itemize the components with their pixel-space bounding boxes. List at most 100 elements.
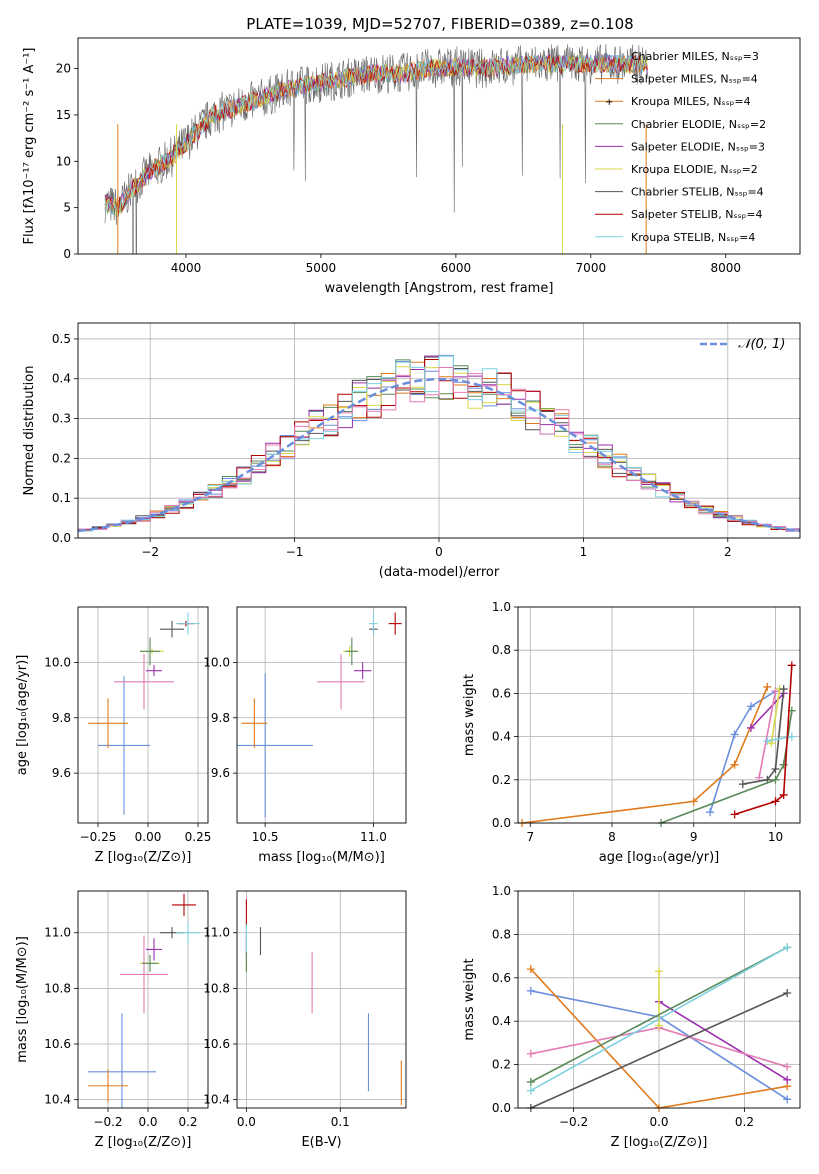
- age-vs-mass-panel: 10.5 11.0 9.6 9.8 10.0 mass [log₁₀(M/M⊙)]: [203, 606, 407, 865]
- legend-label: Chabrier MILES, Nₛₛₚ=3: [631, 50, 759, 63]
- axes-frame: [517, 606, 801, 824]
- mass-weight-series-line: [530, 968, 788, 1108]
- y-tick-label: 10.8: [203, 981, 230, 995]
- y-tick-label: 0.4: [52, 372, 71, 386]
- mass-weight-point: [755, 773, 764, 782]
- y-tick-label: 0.8: [492, 927, 511, 941]
- legend-label: Chabrier ELODIE, Nₛₛₚ=2: [631, 118, 766, 131]
- mass-weight-series-line: [758, 691, 777, 778]
- y-tick-label: 0.0: [492, 816, 511, 830]
- y-tick-label: 0.6: [492, 686, 511, 700]
- y-tick-label: 11.0: [44, 926, 71, 940]
- x-tick-label: 1: [580, 545, 588, 559]
- mass-weight-point: [771, 797, 780, 806]
- legend-label: Kroupa STELIB, Nₛₛₚ=4: [631, 231, 755, 244]
- mass-weight-point: [706, 808, 715, 817]
- y-tick-label: 9.8: [52, 711, 71, 725]
- mass-weight-point: [783, 1062, 792, 1071]
- age-vs-metallicity-panel: −0.25 0.00 0.25 9.6 9.8 10.0 Z [log₁₀(Z/Z⊙)] ag…: [15, 606, 211, 865]
- y-axis-label: mass [log₁₀(M/M⊙)]: [15, 936, 30, 1063]
- axes-frame: [77, 37, 801, 255]
- y-tick-label: 0.3: [52, 412, 71, 426]
- mass-weight-point: [783, 1095, 792, 1104]
- x-axis-label: Z [log₁₀(Z/Z⊙)]: [95, 1135, 192, 1150]
- y-tick-label: 15: [56, 108, 71, 122]
- spectrum-panel: 4000 5000 6000 7000 8000 0 5 10 15 20 wavelength […: [22, 37, 801, 296]
- y-tick-label: 0.4: [492, 1014, 511, 1028]
- mass-weight-point: [746, 723, 755, 732]
- mass-weight-point: [746, 702, 755, 711]
- y-tick-label: 10.8: [44, 981, 71, 995]
- y-tick-label: 9.8: [211, 711, 230, 725]
- legend-label: 𝒩(0, 1): [738, 337, 785, 352]
- legend-label: Kroupa ELODIE, Nₛₛₚ=2: [631, 163, 758, 176]
- x-tick-label: 2: [724, 545, 732, 559]
- legend-label: Chabrier STELIB, Nₛₛₚ=4: [631, 186, 764, 199]
- y-tick-label: 1.0: [492, 884, 511, 898]
- axes-frame: [77, 890, 209, 1109]
- mass-weight-point: [655, 1021, 663, 1030]
- mass-weight-point: [787, 661, 796, 670]
- mass-weight-series-line: [734, 665, 793, 816]
- x-tick-label: 9: [690, 830, 698, 844]
- x-tick-label: 0.2: [735, 1115, 754, 1129]
- y-axis-label: Flux [fλ10⁻¹⁷ erg cm⁻² s⁻¹ A⁻¹]: [22, 48, 37, 245]
- y-tick-label: 10: [56, 154, 71, 168]
- y-tick-label: 0.8: [492, 643, 511, 657]
- x-tick-label: −2: [141, 545, 159, 559]
- x-axis-label: (data-model)/error: [379, 565, 500, 580]
- residual-histogram-panel: −2 −1 0 1 2 0.0 0.1 0.2 0.3 0.4 0.5 (data-model)/er…: [22, 322, 801, 580]
- x-tick-label: 0.2: [178, 1115, 197, 1129]
- x-tick-label: 5000: [306, 261, 337, 275]
- y-tick-label: 0.2: [492, 1058, 511, 1072]
- mass-weight-point: [779, 790, 788, 799]
- x-tick-label: −0.25: [80, 830, 117, 844]
- axes-frame: [236, 890, 407, 1109]
- figure-title: PLATE=1039, MJD=52707, FIBERID=0389, z=0…: [246, 15, 633, 33]
- mass-weight-point: [526, 1049, 535, 1058]
- axes-frame: [77, 606, 209, 824]
- x-axis-label: wavelength [Angstrom, rest frame]: [325, 281, 554, 296]
- x-tick-label: 7000: [576, 261, 607, 275]
- mass-weight-series-line: [530, 946, 788, 1083]
- y-tick-label: 10.4: [203, 1093, 230, 1107]
- mass-weight-point: [730, 810, 739, 819]
- x-tick-label: 0.0: [649, 1115, 668, 1129]
- x-tick-label: 8000: [711, 261, 742, 275]
- spectrum-series-line: [104, 54, 648, 215]
- mass-vs-ebv-panel: 0.0 0.1 10.4 10.6 10.8 11.0 E(B-V): [203, 890, 407, 1150]
- legend-label: Kroupa MILES, Nₛₛₚ=4: [631, 95, 751, 108]
- axes-frame: [236, 606, 407, 824]
- y-tick-label: 9.6: [52, 766, 71, 780]
- mass-weight-series-line: [658, 1001, 788, 1081]
- mass-weight-point: [783, 988, 792, 997]
- y-tick-label: 0.0: [52, 531, 71, 545]
- legend-label: Salpeter MILES, Nₛₛₚ=4: [631, 73, 758, 86]
- y-tick-label: 10.6: [44, 1037, 71, 1051]
- x-tick-label: 0.0: [138, 1115, 157, 1129]
- legend-label: Salpeter ELODIE, Nₛₛₚ=3: [631, 140, 765, 153]
- mass-weight-series-line: [522, 686, 769, 823]
- y-tick-label: 0.5: [52, 332, 71, 346]
- mass-weight-series-line: [770, 688, 781, 744]
- x-tick-label: 0: [435, 545, 443, 559]
- y-axis-label: mass weight: [462, 958, 477, 1040]
- x-axis-label: E(B-V): [301, 1135, 341, 1150]
- x-axis-label: Z [log₁₀(Z/Z⊙)]: [611, 1135, 708, 1150]
- x-tick-label: 0.1: [331, 1115, 350, 1129]
- y-tick-label: 0.6: [492, 971, 511, 985]
- x-tick-label: 0.0: [237, 1115, 256, 1129]
- mass-weight-point: [526, 965, 535, 974]
- spectrum-series-line: [104, 53, 648, 216]
- x-tick-label: 8: [608, 830, 616, 844]
- mass-weight-series-line: [660, 710, 793, 823]
- legend-label: Salpeter STELIB, Nₛₛₚ=4: [631, 208, 763, 221]
- y-tick-label: 20: [56, 62, 71, 76]
- y-tick-label: 0: [63, 247, 71, 261]
- spectrum-series-line: [104, 53, 648, 212]
- y-tick-label: 9.6: [211, 766, 230, 780]
- normal-reference-curve: [77, 377, 801, 533]
- y-tick-label: 11.0: [203, 926, 230, 940]
- y-tick-label: 10.6: [203, 1037, 230, 1051]
- axes-frame: [77, 322, 801, 539]
